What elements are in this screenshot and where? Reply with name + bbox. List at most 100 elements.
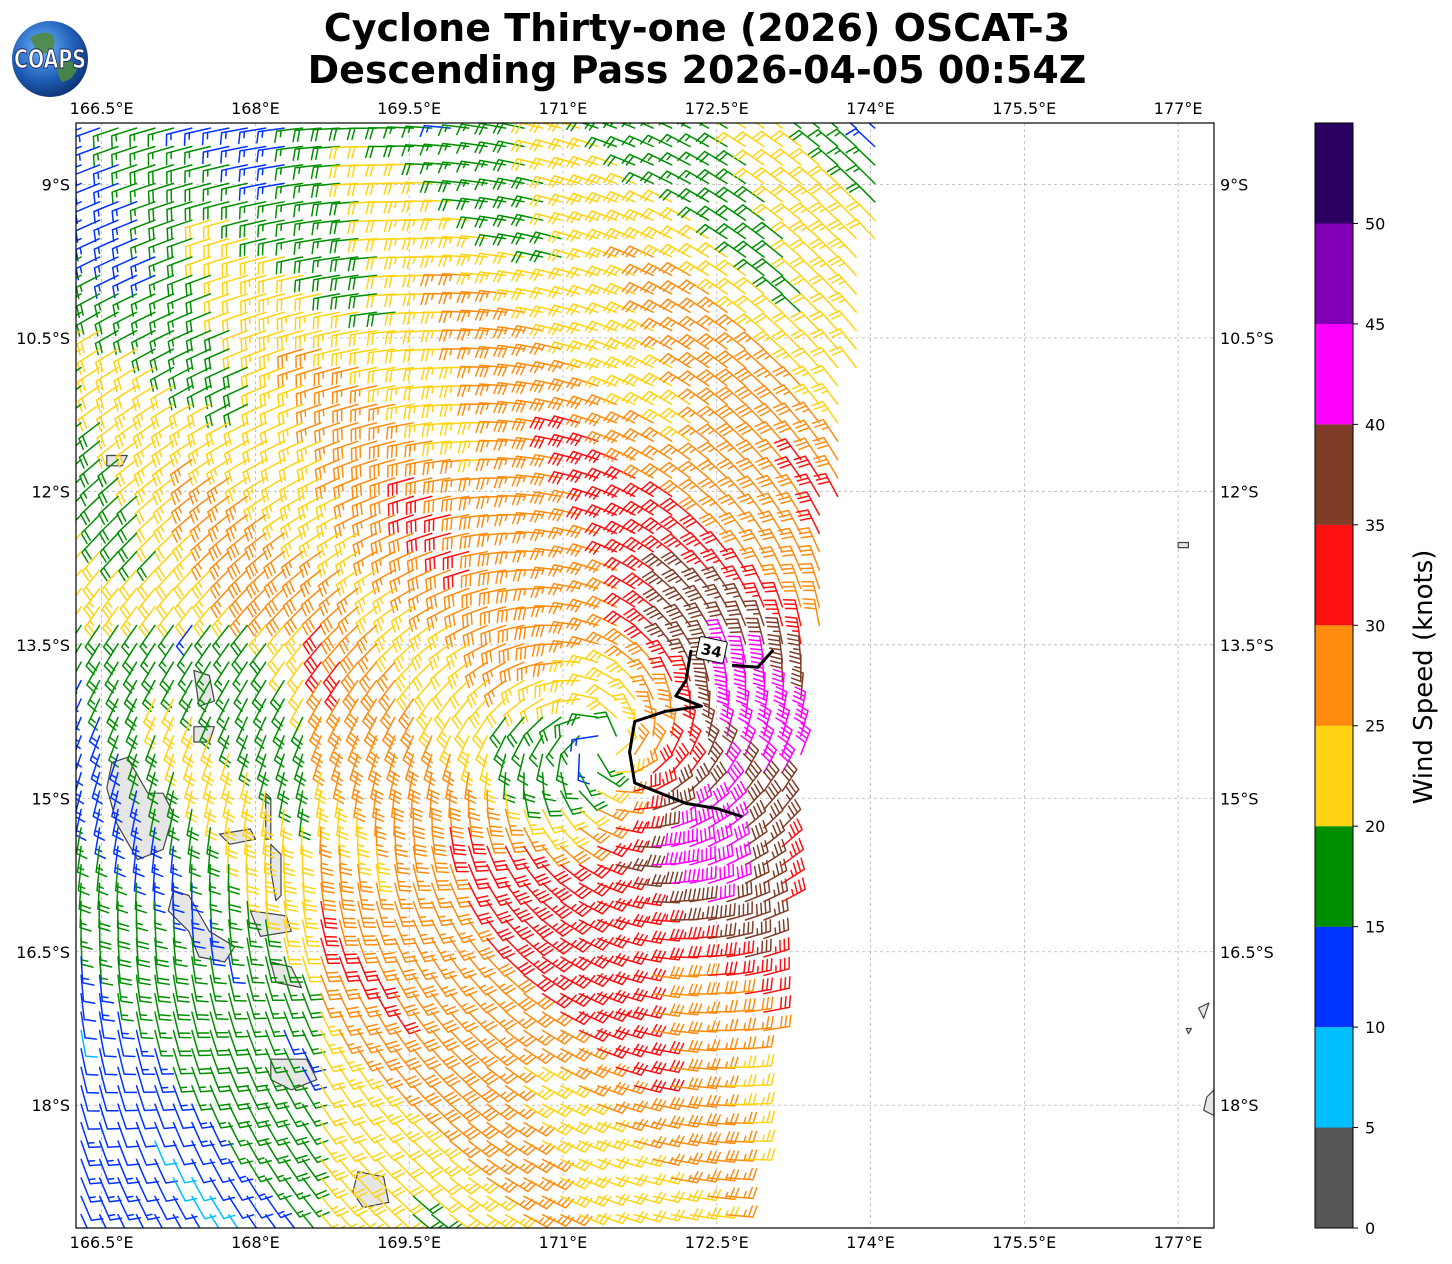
island-outline — [270, 961, 303, 989]
wind-barb — [209, 974, 228, 1003]
wind-barb — [566, 450, 599, 465]
wind-barb — [394, 882, 414, 910]
wind-barb — [541, 1011, 574, 1027]
wind-barb — [733, 258, 765, 277]
wind-barb — [311, 274, 341, 292]
wind-barb — [420, 292, 451, 306]
wind-barb — [486, 1177, 519, 1194]
wind-barb — [687, 722, 702, 756]
wind-barb — [560, 845, 591, 865]
wind-barb — [467, 900, 494, 925]
wind-barb — [439, 735, 452, 768]
wind-barb — [529, 528, 562, 542]
wind-barb — [578, 1194, 612, 1207]
wind-barb — [726, 1092, 757, 1106]
wind-barb — [670, 1058, 703, 1072]
wind-barb — [689, 1038, 721, 1052]
wind-barb — [845, 146, 876, 166]
wind-barb — [172, 1011, 192, 1039]
wind-barb — [449, 1103, 480, 1123]
wind-barb — [92, 145, 119, 168]
wind-barb — [736, 493, 765, 516]
contour-34kt-label-box: 34 — [695, 636, 728, 664]
map-background — [76, 123, 1214, 1228]
wind-barb — [80, 956, 95, 986]
wind-barb — [523, 1029, 555, 1046]
wind-barb — [845, 127, 876, 148]
wind-barb — [733, 240, 765, 258]
wind-barb — [763, 975, 791, 995]
wind-barb — [670, 926, 702, 940]
wind-barb — [296, 422, 322, 445]
lon-tick-label-bottom: 169.5°E — [377, 1233, 441, 1252]
wind-barb — [700, 548, 728, 571]
wind-barb — [431, 808, 445, 839]
wind-barb — [578, 991, 612, 1006]
wind-barb — [340, 661, 359, 693]
wind-barb — [329, 201, 359, 216]
wind-barb — [330, 329, 359, 348]
wind-barb — [547, 156, 581, 170]
wind-barb — [352, 532, 378, 557]
wind-barb — [753, 402, 784, 424]
wind-barb — [718, 529, 747, 553]
wind-barb — [504, 1177, 537, 1193]
wind-barb — [541, 1048, 574, 1063]
wind-barb — [744, 800, 767, 829]
wind-barb — [315, 514, 341, 540]
wind-barb — [827, 273, 857, 295]
wind-barb — [264, 1213, 277, 1228]
wind-barb — [495, 569, 525, 585]
wind-barb — [256, 145, 285, 163]
wind-barb — [633, 892, 666, 907]
wind-barb — [707, 883, 735, 903]
wind-barb — [716, 440, 747, 461]
wind-barb — [584, 631, 618, 645]
wind-barb — [227, 569, 248, 599]
wind-barb — [203, 237, 230, 259]
wind-barb — [241, 440, 267, 466]
wind-barb — [474, 271, 507, 284]
wind-barb — [412, 1121, 443, 1142]
wind-barb — [228, 1213, 239, 1228]
wind-barb — [356, 624, 378, 654]
wind-barb — [789, 147, 821, 166]
wind-barb — [457, 403, 488, 416]
wind-barb — [208, 550, 230, 581]
wind-barb — [228, 900, 243, 931]
wind-barb — [715, 332, 747, 350]
wind-barb — [93, 219, 119, 243]
wind-barb — [402, 274, 433, 288]
wind-barb — [459, 532, 488, 550]
wind-barb — [172, 1177, 198, 1202]
wind-barb — [449, 1048, 480, 1069]
wind-barb — [536, 698, 562, 721]
wind-barb — [163, 735, 176, 768]
wind-barb — [669, 722, 684, 756]
wind-barb — [547, 545, 581, 558]
wind-barb — [273, 735, 285, 768]
wind-barb — [209, 1048, 232, 1075]
wind-barb — [845, 164, 876, 185]
wind-barb — [76, 201, 82, 205]
wind-barb — [338, 1048, 365, 1073]
wind-barb — [504, 1213, 537, 1228]
wind-barb — [456, 290, 488, 304]
wind-barb — [191, 1066, 213, 1093]
wind-barb — [351, 514, 378, 538]
wind-barb — [810, 346, 839, 369]
wind-barb — [255, 735, 267, 768]
wind-barb — [309, 716, 322, 750]
wind-barb — [449, 974, 478, 997]
wind-barb — [707, 741, 724, 774]
wind-barb — [295, 385, 322, 407]
wind-barb — [311, 237, 341, 255]
wind-barb — [529, 416, 562, 431]
wind-barb — [752, 294, 784, 314]
wind-barb — [541, 937, 574, 955]
wind-barb — [117, 956, 133, 986]
wind-barb — [205, 440, 230, 467]
wind-barb — [269, 679, 285, 712]
wind-barb — [597, 1119, 630, 1133]
wind-barb — [246, 900, 262, 931]
